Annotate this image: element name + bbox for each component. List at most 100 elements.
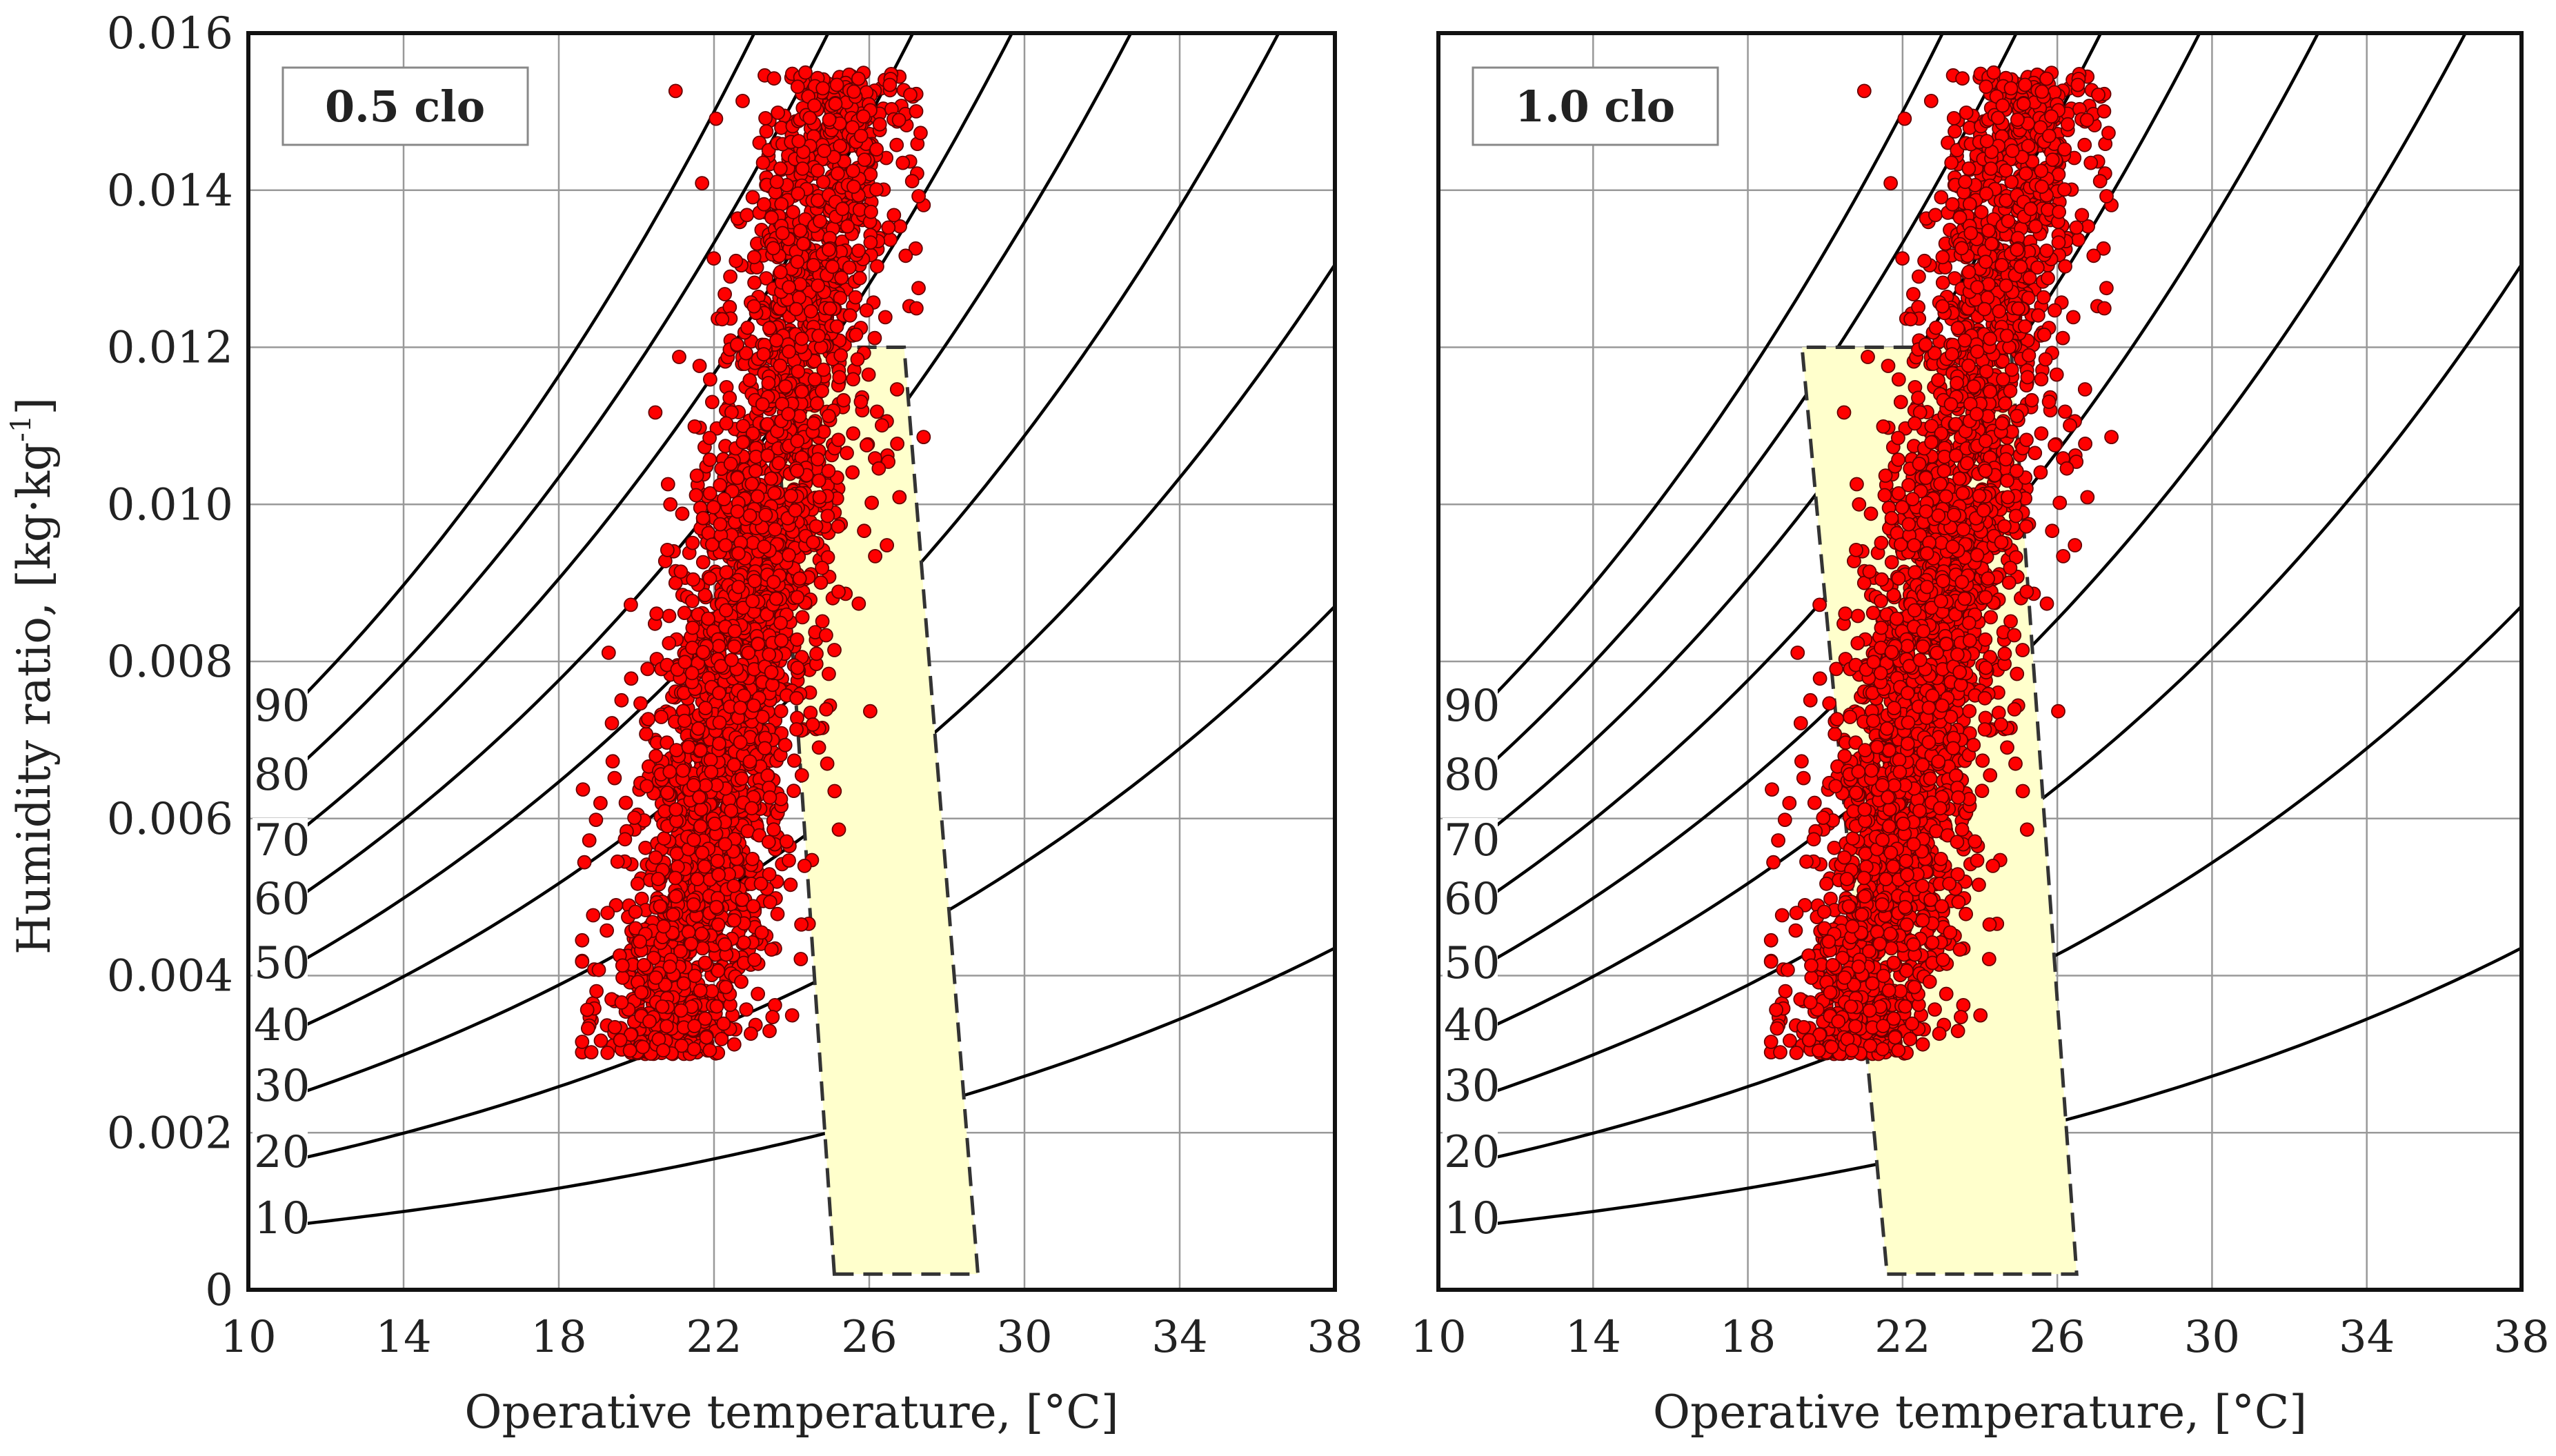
data-point: [1948, 124, 1962, 139]
data-point: [735, 892, 750, 907]
data-point: [783, 877, 798, 892]
data-point: [730, 504, 745, 519]
data-point: [2080, 490, 2095, 505]
data-point: [791, 186, 806, 201]
data-point: [766, 241, 781, 256]
data-point: [707, 817, 722, 831]
data-point: [1982, 917, 1997, 932]
data-point: [771, 456, 786, 470]
data-point: [863, 704, 878, 719]
data-point: [807, 372, 822, 387]
data-point: [916, 430, 931, 444]
data-point: [582, 833, 597, 848]
data-point: [668, 83, 683, 99]
data-point: [751, 986, 765, 1001]
data-point: [2008, 756, 2023, 771]
data-point: [677, 606, 692, 620]
rh-label-50: 50: [254, 938, 310, 989]
data-point: [782, 279, 796, 295]
data-point: [811, 740, 826, 755]
data-point: [821, 408, 836, 423]
data-point: [579, 1002, 595, 1017]
data-point: [1956, 998, 1971, 1013]
x-axis-label: Operative temperature, [°C]: [464, 1386, 1118, 1439]
data-point: [702, 430, 717, 446]
data-point: [668, 870, 683, 886]
data-point: [731, 546, 746, 561]
y-tick-label: 0.008: [107, 637, 233, 688]
data-point: [713, 478, 728, 492]
data-point: [1878, 468, 1893, 483]
rh-curve-10: [287, 946, 1335, 1228]
rh-curve-90: [286, 33, 756, 714]
data-point: [842, 260, 857, 275]
data-point: [815, 614, 830, 629]
panel-label-box: 0.5 clo: [281, 66, 529, 146]
data-point: [786, 753, 802, 768]
data-point: [769, 333, 784, 348]
data-point: [1807, 795, 1822, 810]
data-point: [699, 1030, 714, 1045]
data-point: [764, 471, 779, 486]
data-point: [857, 523, 871, 539]
data-point: [758, 508, 773, 522]
data-point: [762, 1024, 777, 1039]
x-tick-label: 26: [841, 1312, 897, 1363]
data-point: [795, 161, 810, 176]
data-point: [713, 659, 729, 674]
data-point: [852, 270, 867, 286]
data-point: [898, 248, 913, 263]
data-point: [731, 579, 746, 595]
data-point: [577, 855, 592, 870]
data-point: [828, 97, 843, 112]
x-tick-label: 22: [686, 1312, 742, 1363]
data-point: [751, 637, 766, 652]
data-point: [1849, 477, 1864, 492]
data-point: [2077, 382, 2092, 397]
data-point: [1771, 833, 1786, 848]
data-point: [719, 565, 734, 580]
data-point: [686, 832, 702, 848]
data-point: [794, 331, 809, 346]
data-point: [764, 210, 779, 225]
data-point: [811, 328, 826, 343]
data-point: [711, 867, 726, 882]
data-point: [765, 1010, 780, 1024]
data-point: [640, 779, 654, 794]
data-point: [1974, 784, 1990, 798]
data-point: [747, 574, 762, 588]
data-point: [802, 110, 818, 126]
data-point: [690, 872, 705, 886]
data-point: [657, 831, 671, 846]
data-point: [846, 179, 861, 195]
data-point: [702, 486, 717, 501]
data-point: [2057, 404, 2072, 419]
data-point: [2092, 174, 2108, 189]
data-point: [761, 376, 776, 390]
data-point: [686, 1041, 702, 1057]
data-point: [856, 109, 871, 124]
data-point: [676, 976, 691, 991]
data-point: [715, 312, 730, 327]
data-point: [764, 942, 779, 957]
data-point: [689, 468, 704, 483]
rh-label-20: 20: [254, 1127, 310, 1178]
data-point: [757, 741, 772, 756]
x-tick-labels: 10 14 18 22 26 30 34 38: [220, 1312, 1363, 1363]
rh-curve-80: [1476, 33, 2019, 778]
data-point: [815, 81, 831, 96]
data-point: [709, 899, 724, 915]
data-point: [1962, 704, 1977, 719]
data-point: [793, 952, 809, 966]
data-point: [797, 859, 812, 873]
data-point: [1975, 753, 1990, 768]
data-point: [1928, 1002, 1942, 1017]
data-point: [817, 143, 832, 159]
data-point: [702, 452, 717, 467]
data-point: [615, 970, 630, 985]
rh-curve-20: [286, 605, 1335, 1164]
data-point: [1950, 1024, 1965, 1039]
data-point: [822, 666, 836, 681]
data-point: [711, 639, 726, 654]
data-point: [810, 452, 825, 467]
